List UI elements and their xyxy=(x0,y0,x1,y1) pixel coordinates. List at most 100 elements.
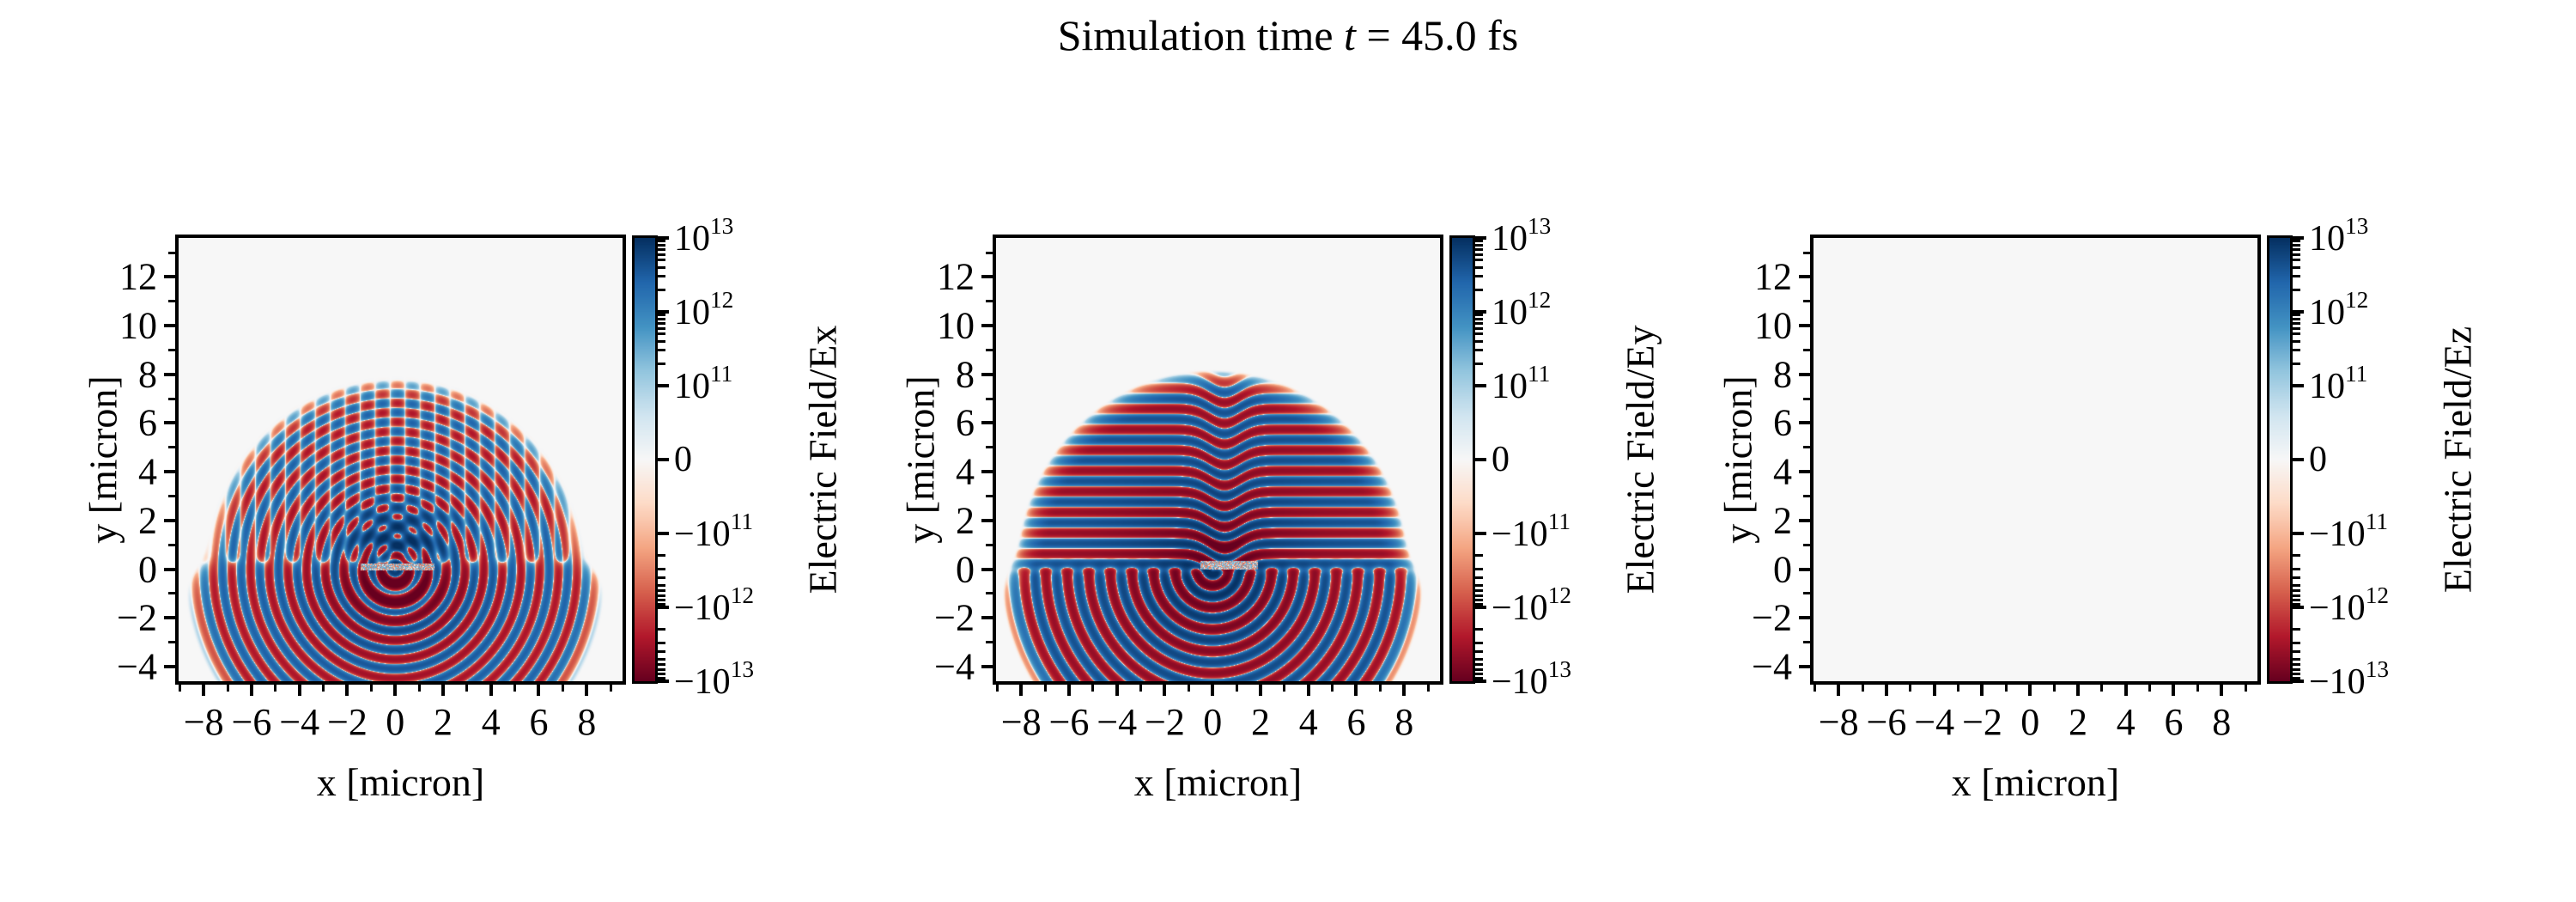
colorbar-minor-tick xyxy=(2293,349,2300,351)
colorbar-major-tick xyxy=(1475,680,1486,683)
y-major-tick xyxy=(981,470,993,473)
colorbar-major-tick xyxy=(658,680,669,683)
title-time-variable: t xyxy=(1344,11,1356,59)
x-major-tick xyxy=(489,685,493,696)
x-minor-tick xyxy=(418,685,421,692)
plot-frame-Ex xyxy=(175,235,626,685)
colorbar-minor-tick xyxy=(1475,332,1483,335)
colorbar-tick-base: −10 xyxy=(2309,662,2366,702)
y-major-tick xyxy=(981,568,993,571)
y-minor-tick xyxy=(1803,300,1810,302)
colorbar-tick-base: −10 xyxy=(1492,515,1548,554)
x-tick-label: −2 xyxy=(1145,700,1185,744)
y-major-tick xyxy=(1799,568,1810,571)
y-major-tick xyxy=(1799,324,1810,327)
colorbar-Ex xyxy=(632,235,658,684)
y-major-tick xyxy=(164,665,175,668)
x-major-tick xyxy=(2028,685,2032,696)
colorbar-tick-base: 10 xyxy=(2309,219,2345,259)
colorbar-minor-tick xyxy=(2293,554,2300,557)
colorbar-minor-tick xyxy=(658,554,665,557)
y-minor-tick xyxy=(168,349,175,351)
colorbar-minor-tick xyxy=(2293,589,2300,592)
x-minor-tick xyxy=(274,685,276,692)
colorbar-minor-tick xyxy=(1475,554,1483,557)
x-tick-label: −8 xyxy=(1819,700,1859,744)
colorbar-tick-label: 1011 xyxy=(2309,364,2367,407)
x-tick-label: 8 xyxy=(1394,700,1413,744)
x-major-tick xyxy=(1163,685,1166,696)
x-tick-label: 6 xyxy=(529,700,548,744)
y-major-tick xyxy=(981,421,993,424)
colorbar-minor-tick xyxy=(2293,240,2300,242)
x-major-tick xyxy=(393,685,397,696)
y-minor-tick xyxy=(168,252,175,254)
x-major-tick xyxy=(298,685,301,696)
colorbar-minor-tick xyxy=(1475,594,1483,597)
colorbar-major-tick xyxy=(658,384,669,387)
title-value: = 45.0 fs xyxy=(1356,11,1518,59)
colorbar-major-tick xyxy=(1475,458,1486,461)
y-minor-tick xyxy=(168,446,175,448)
colorbar-tick-label: −1011 xyxy=(1492,512,1571,555)
y-tick-label: −4 xyxy=(846,644,975,688)
colorbar-tick-label: 0 xyxy=(674,439,692,480)
colorbar-Ey xyxy=(1449,235,1475,684)
x-tick-label: 0 xyxy=(2020,700,2039,744)
colorbar-minor-tick xyxy=(658,677,665,680)
colorbar-minor-tick xyxy=(658,266,665,269)
colorbar-tick-exponent: 13 xyxy=(710,213,733,239)
colorbar-minor-tick xyxy=(2293,603,2300,606)
field-canvas-Ez xyxy=(1814,238,2257,681)
x-major-tick xyxy=(202,685,205,696)
colorbar-tick-base: 10 xyxy=(1492,219,1528,259)
colorbar-major-tick xyxy=(1475,384,1486,387)
colorbar-minor-tick xyxy=(658,658,665,661)
colorbar-tick-label: −1012 xyxy=(674,586,754,629)
x-major-tick xyxy=(1259,685,1262,696)
x-tick-label: 8 xyxy=(2212,700,2231,744)
x-tick-label: −2 xyxy=(327,700,368,744)
x-minor-tick xyxy=(465,685,468,692)
y-minor-tick xyxy=(168,495,175,497)
colorbar-minor-tick xyxy=(658,576,665,579)
colorbar-minor-tick xyxy=(1475,363,1483,365)
x-minor-tick xyxy=(1862,685,1864,692)
y-minor-tick xyxy=(1803,446,1810,448)
y-minor-tick xyxy=(986,592,993,594)
x-minor-tick xyxy=(227,685,229,692)
colorbar-minor-tick xyxy=(1475,314,1483,316)
y-tick-label: 0 xyxy=(28,547,157,591)
y-major-tick xyxy=(164,519,175,522)
colorbar-tick-base: 10 xyxy=(2309,367,2345,406)
colorbar-tick-exponent: 12 xyxy=(2366,582,2389,608)
colorbar-minor-tick xyxy=(658,240,665,242)
colorbar-minor-tick xyxy=(658,275,665,277)
colorbar-tick-base: 10 xyxy=(674,367,710,406)
y-major-tick xyxy=(1799,665,1810,668)
x-minor-tick xyxy=(610,685,612,692)
colorbar-gradient xyxy=(1452,238,1473,681)
colorbar-minor-tick xyxy=(1475,259,1483,261)
colorbar-minor-tick xyxy=(1475,244,1483,247)
colorbar-tick-exponent: 12 xyxy=(731,582,754,608)
colorbar-major-tick xyxy=(2293,606,2304,609)
colorbar-minor-tick xyxy=(658,327,665,330)
colorbar-major-tick xyxy=(1475,236,1486,240)
colorbar-minor-tick xyxy=(658,314,665,316)
colorbar-tick-base: −10 xyxy=(1492,662,1548,702)
colorbar-tick-exponent: 11 xyxy=(2366,509,2388,534)
colorbar-minor-tick xyxy=(1475,327,1483,330)
colorbar-tick-exponent: 11 xyxy=(2345,361,2367,387)
colorbar-minor-tick xyxy=(1475,677,1483,680)
x-major-tick xyxy=(2220,685,2223,696)
x-minor-tick xyxy=(513,685,516,692)
colorbar-minor-tick xyxy=(658,248,665,251)
colorbar-minor-tick xyxy=(1475,248,1483,251)
colorbar-tick-exponent: 11 xyxy=(710,361,732,387)
colorbar-minor-tick xyxy=(2293,650,2300,653)
x-major-tick xyxy=(1019,685,1023,696)
x-tick-label: −6 xyxy=(1049,700,1090,744)
y-major-tick xyxy=(981,665,993,668)
colorbar-minor-tick xyxy=(658,589,665,592)
